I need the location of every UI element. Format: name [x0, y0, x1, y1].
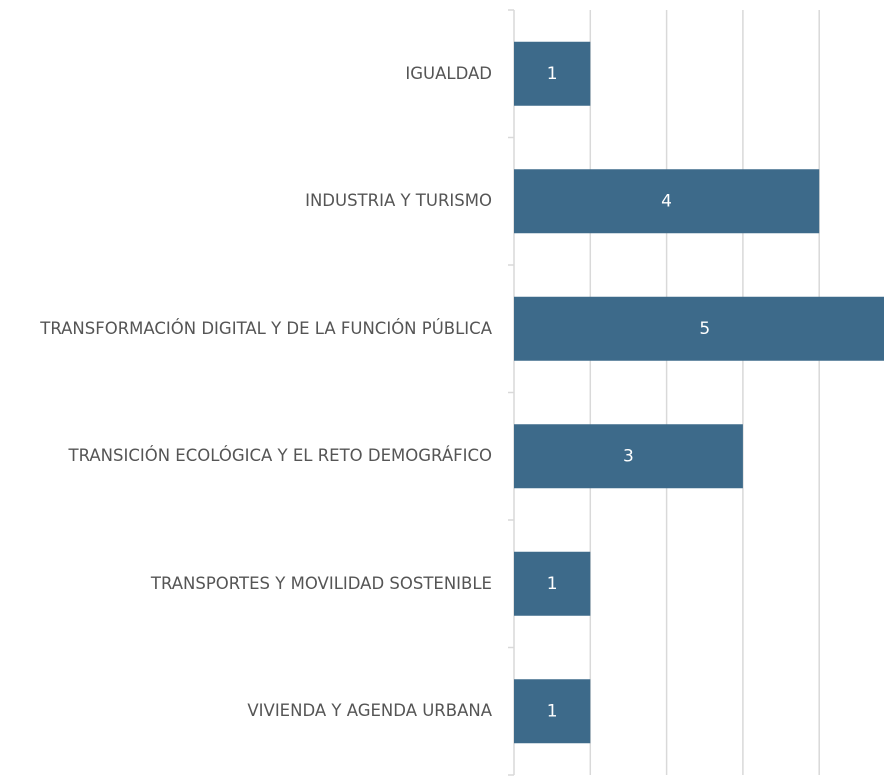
y-tick-label: TRANSPORTES Y MOVILIDAD SOSTENIBLE [150, 573, 492, 593]
bar [514, 551, 591, 616]
data-label: 4 [661, 191, 672, 211]
bar [514, 679, 591, 744]
y-tick-label: TRANSFORMACIÓN DIGITAL Y DE LA FUNCIÓN P… [40, 318, 492, 338]
data-label: 5 [699, 319, 710, 339]
bar [514, 41, 591, 106]
y-tick-label: VIVIENDA Y AGENDA URBANA [247, 701, 492, 721]
data-label: 1 [547, 701, 558, 721]
data-label: 1 [547, 574, 558, 594]
bar [514, 169, 820, 234]
data-label: 3 [623, 446, 634, 466]
data-label: 1 [547, 64, 558, 84]
y-tick-label: TRANSICIÓN ECOLÓGICA Y EL RETO DEMOGRÁFI… [68, 446, 492, 466]
bar [514, 296, 884, 361]
bar [514, 424, 743, 489]
y-tick-label: INDUSTRIA Y TURISMO [305, 191, 492, 211]
y-tick-label: IGUALDAD [405, 63, 492, 83]
